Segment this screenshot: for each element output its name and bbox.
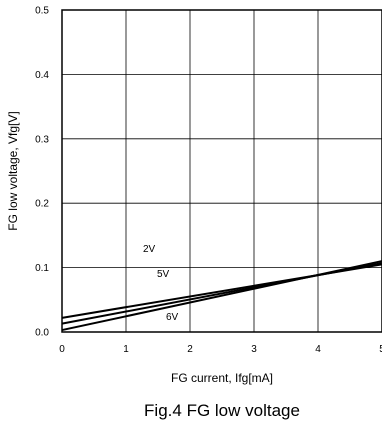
series-label-2V: 2V <box>143 244 156 255</box>
x-tick-label: 1 <box>123 344 129 355</box>
y-tick-label: 0.0 <box>35 328 49 339</box>
x-tick-label: 0 <box>59 344 65 355</box>
y-tick-label: 0.1 <box>35 263 49 274</box>
series-label-5V: 5V <box>157 269 170 280</box>
grid-layer <box>62 10 382 332</box>
figure-caption: Fig.4 FG low voltage <box>144 401 300 420</box>
y-axis-title: FG low voltage, Vfg[V] <box>6 111 20 230</box>
y-tick-label: 0.2 <box>35 199 49 210</box>
y-tick-label: 0.4 <box>35 70 49 81</box>
plot-frame <box>61 9 382 333</box>
series-line-6V <box>61 260 382 332</box>
series-layer <box>61 260 382 332</box>
x-tick-label: 2 <box>187 344 193 355</box>
y-tick-label: 0.3 <box>35 134 49 145</box>
x-axis-title: FG current, Ifg[mA] <box>171 371 273 385</box>
series-label-6V: 6V <box>166 312 179 323</box>
x-tick-label: 3 <box>251 344 257 355</box>
x-tick-label: 4 <box>315 344 321 355</box>
label-layer: 2V 5V 6V <box>143 244 179 323</box>
y-tick-label: 0.5 <box>35 6 49 17</box>
tick-layer: 0 1 2 3 4 5 0.0 0.1 0.2 0.3 0.4 0.5 <box>35 6 382 356</box>
x-tick-label: 5 <box>379 344 382 355</box>
